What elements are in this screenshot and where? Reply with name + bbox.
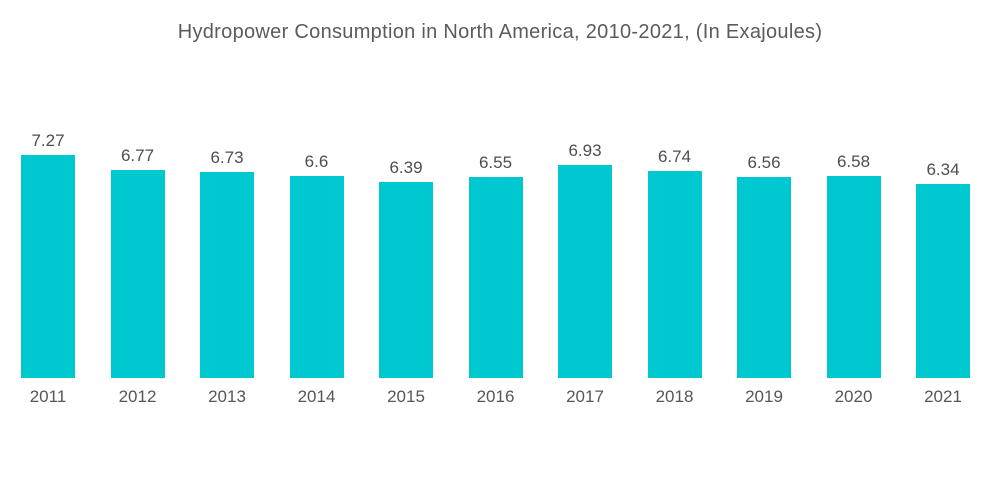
x-axis-tick-label: 2021 <box>924 387 962 406</box>
bar-column: 6.58 2020 <box>826 128 881 408</box>
bar-chart: 7.27 2011 6.77 2012 6.73 2013 6.6 2014 6.39 2015 6… <box>0 128 1000 408</box>
bar <box>916 184 970 378</box>
bar <box>737 177 791 378</box>
x-axis-tick-label: 2012 <box>118 387 157 406</box>
bar <box>647 171 702 378</box>
bar-value-label: 6.93 <box>568 141 602 160</box>
bar-value-label: 6.74 <box>657 147 692 166</box>
bar <box>826 176 881 378</box>
bar <box>468 177 523 378</box>
bar <box>379 182 433 378</box>
bar-value-label: 6.73 <box>210 148 244 167</box>
x-axis-tick-label: 2018 <box>655 387 694 406</box>
x-axis-tick-label: 2016 <box>476 387 515 406</box>
x-axis-tick-label: 2013 <box>208 387 246 406</box>
chart-title: Hydropower Consumption in North America,… <box>177 21 823 43</box>
bar-column: 6.34 2021 <box>916 128 970 408</box>
bar-value-label: 6.39 <box>389 158 423 177</box>
x-axis-tick-label: 2014 <box>297 387 336 406</box>
bar <box>110 170 165 378</box>
bar <box>21 155 75 378</box>
x-axis-tick-label: 2011 <box>29 387 67 406</box>
bar-column: 6.6 2014 <box>289 128 344 408</box>
bar-value-label: 6.6 <box>304 152 329 171</box>
bar-value-label: 6.55 <box>478 153 513 172</box>
bar-column: 6.55 2016 <box>468 128 523 408</box>
bar-value-label: 6.77 <box>120 146 155 165</box>
x-axis-tick-label: 2019 <box>745 387 783 406</box>
bar-column: 7.27 2011 <box>21 128 75 408</box>
x-axis-tick-label: 2015 <box>387 387 425 406</box>
bar <box>200 172 254 378</box>
x-axis-tick-label: 2017 <box>566 387 604 406</box>
bar-column: 6.74 2018 <box>647 128 702 408</box>
x-axis-tick-label: 2020 <box>834 387 873 406</box>
bar-column: 6.93 2017 <box>558 128 612 408</box>
bar-column: 6.39 2015 <box>379 128 433 408</box>
bar-column: 6.73 2013 <box>200 128 254 408</box>
bar <box>289 176 344 378</box>
bar-value-label: 6.56 <box>747 153 781 172</box>
bar-value-label: 6.58 <box>836 152 871 171</box>
bar-value-label: 7.27 <box>31 131 65 150</box>
bar <box>558 165 612 378</box>
bar-value-label: 6.34 <box>926 160 960 179</box>
bar-column: 6.77 2012 <box>110 128 165 408</box>
bar-column: 6.56 2019 <box>737 128 791 408</box>
